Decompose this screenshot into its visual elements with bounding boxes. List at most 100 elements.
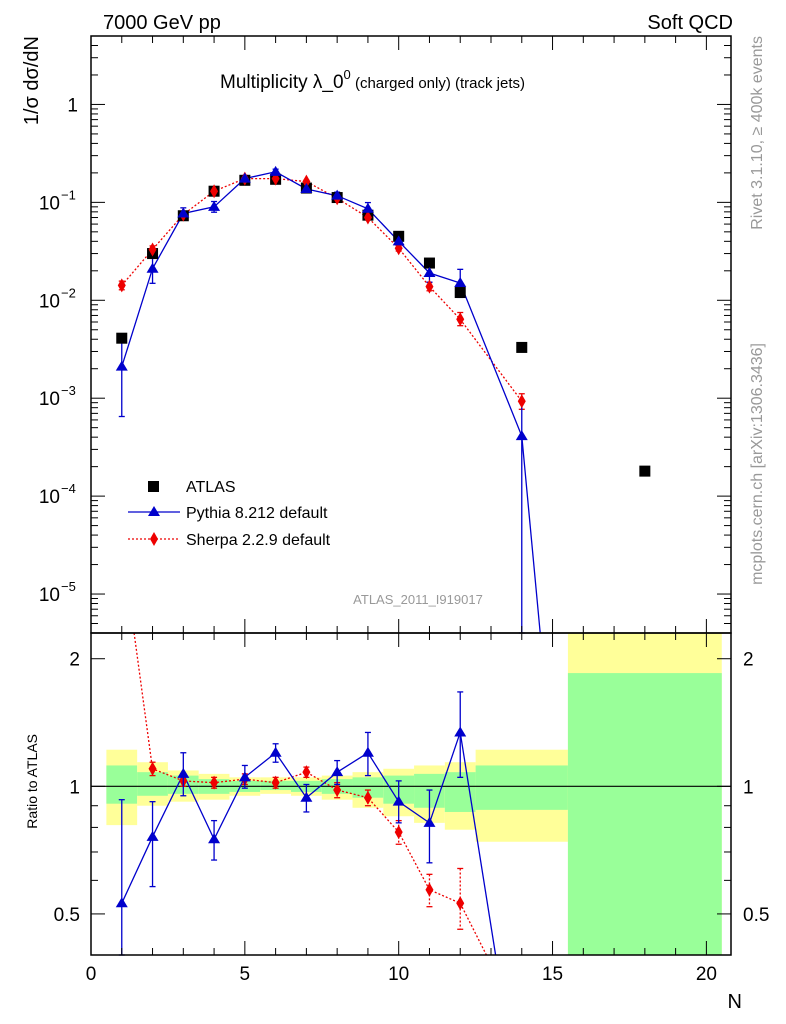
x-axis-label: N <box>728 991 742 1013</box>
ratio-sherpa-point-10 <box>425 882 434 897</box>
y-tick-label-top-0: 1 <box>67 95 78 116</box>
y-tick-label-top-1: 10 <box>39 193 60 214</box>
x-tick-label-3: 15 <box>542 964 563 985</box>
rivet-label: Rivet 3.1.10, ≥ 400k events <box>749 36 766 230</box>
x-tick-label-2: 10 <box>388 964 409 985</box>
sherpa-point-12 <box>517 394 526 409</box>
ratio-pythia-point-6 <box>300 791 313 802</box>
plot-title-sup: 0 <box>344 67 351 82</box>
band-green-13 <box>567 673 722 955</box>
pythia-point-3 <box>208 200 221 211</box>
pythia-point-1 <box>146 262 159 273</box>
ratio-pythia-point-5 <box>269 746 282 757</box>
band-green-12 <box>475 765 568 810</box>
header-left: 7000 GeV pp <box>103 12 221 34</box>
x-tick-label-0: 0 <box>86 964 97 985</box>
legend-label-pythia: Pythia 8.212 default <box>186 505 328 522</box>
x-tick-label-4: 20 <box>696 964 717 985</box>
analysis-label: ATLAS_2011_I919017 <box>353 592 483 607</box>
ratio-pythia-point-3 <box>208 833 221 844</box>
pythia-point-11 <box>454 277 467 288</box>
ratio-panel-content <box>91 632 731 956</box>
pythia-point-10 <box>423 266 436 277</box>
pythia-point-9 <box>392 235 405 246</box>
y-tick-exp-top-4: −4 <box>61 481 76 496</box>
ratio-pythia-point-7 <box>331 766 344 777</box>
band-green-0 <box>106 765 138 804</box>
y-tick-label-top-2: 10 <box>39 291 60 312</box>
y-tick-label-bottom-left-0: 2 <box>69 650 80 671</box>
legend: ATLAS Pythia 8.212 default Sherpa 2.2.9 … <box>128 479 331 549</box>
pythia-point-2 <box>177 207 190 218</box>
sherpa-point-8 <box>363 210 372 225</box>
atlas-point-0 <box>116 332 128 344</box>
ratio-sherpa-point-6 <box>302 765 311 780</box>
y-tick-exp-top-1: −1 <box>61 187 76 202</box>
sherpa-point-11 <box>456 312 465 327</box>
pythia-point-7 <box>331 189 344 200</box>
y-tick-label-bottom-right-1: 1 <box>743 777 754 798</box>
y-tick-label-bottom-left-1: 1 <box>69 777 80 798</box>
ratio-pythia-point-11 <box>454 726 467 737</box>
ratio-sherpa-point-9 <box>394 825 403 840</box>
ratio-pythia-point-8 <box>361 746 374 757</box>
y-axis-label-top: 1/σ dσ/dN <box>21 36 43 125</box>
legend-marker-pythia <box>148 506 160 516</box>
atlas-point-12 <box>516 341 528 353</box>
pythia-point-6 <box>300 182 313 193</box>
legend-label-atlas: ATLAS <box>186 479 236 496</box>
y-tick-label-bottom-right-2: 0.5 <box>743 905 769 926</box>
mcplots-label: mcplots.cern.ch [arXiv:1306.3436] <box>749 343 766 585</box>
ratio-panel-frame <box>90 632 732 956</box>
ratio-uncertainty-bands <box>106 633 722 955</box>
sherpa-point-10 <box>425 279 434 294</box>
header-right: Soft QCD <box>647 12 733 34</box>
ratio-pythia-point-4 <box>238 771 251 782</box>
legend-label-sherpa: Sherpa 2.2.9 default <box>186 532 331 549</box>
band-green-11 <box>444 772 476 812</box>
pythia-point-8 <box>361 202 374 213</box>
y-tick-exp-top-5: −5 <box>61 579 76 594</box>
band-green-8 <box>352 777 384 798</box>
ratio-sherpa-point-1 <box>148 761 157 776</box>
y-tick-exp-top-2: −2 <box>61 285 76 300</box>
y-tick-label-top-3: 10 <box>39 389 60 410</box>
legend-marker-atlas <box>148 481 159 492</box>
atlas-point-11 <box>454 287 466 299</box>
ratio-pythia-point-9 <box>392 795 405 806</box>
ratio-sherpa-point-7 <box>333 783 342 798</box>
pythia-point-5 <box>269 165 282 176</box>
pythia-line <box>121 171 541 634</box>
sherpa-point-6 <box>302 174 311 189</box>
pythia-point-12 <box>515 430 528 441</box>
atlas-point-13 <box>639 465 651 477</box>
sherpa-point-0 <box>117 278 126 293</box>
y-tick-label-top-4: 10 <box>39 487 60 508</box>
ratio-sherpa-point-11 <box>456 896 465 911</box>
x-tick-label-1: 5 <box>240 964 251 985</box>
ratio-pythia-point-0 <box>115 897 128 908</box>
pythia-point-0 <box>115 360 128 371</box>
main-panel-content <box>115 165 651 634</box>
pythia-point-4 <box>238 172 251 183</box>
atlas-point-10 <box>423 257 435 269</box>
plot-title-tail: (charged only) (track jets) <box>351 75 525 92</box>
y-axis-label-bottom: Ratio to ATLAS <box>24 734 40 829</box>
ratio-sherpa-point-3 <box>210 775 219 790</box>
ratio-pythia-point-10 <box>423 816 436 827</box>
band-green-1 <box>137 772 168 796</box>
ratio-sherpa-point-5 <box>271 775 280 790</box>
y-tick-label-bottom-right-0: 2 <box>743 650 754 671</box>
y-tick-label-top-5: 10 <box>39 585 60 606</box>
sherpa-point-3 <box>210 184 219 199</box>
legend-marker-sherpa <box>150 532 158 546</box>
plot-title: Multiplicity λ_00 (charged only) (track … <box>220 67 525 93</box>
sherpa-point-1 <box>148 242 157 257</box>
y-tick-exp-top-3: −3 <box>61 383 76 398</box>
y-tick-label-bottom-left-2: 0.5 <box>54 905 80 926</box>
plot-title-main: Multiplicity λ_0 <box>220 72 344 93</box>
ratio-pythia-point-1 <box>146 830 159 841</box>
ratio-sherpa-point-8 <box>363 790 372 805</box>
